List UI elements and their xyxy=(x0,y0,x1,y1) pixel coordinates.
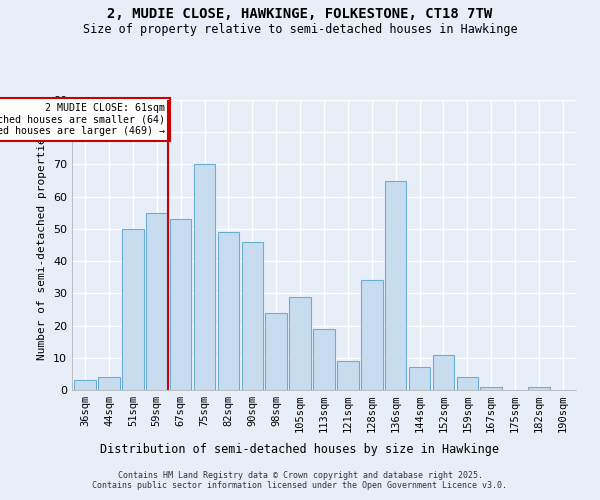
Bar xyxy=(74,380,96,390)
Bar xyxy=(122,229,143,390)
Text: Distribution of semi-detached houses by size in Hawkinge: Distribution of semi-detached houses by … xyxy=(101,442,499,456)
Bar xyxy=(528,387,550,390)
Text: 2, MUDIE CLOSE, HAWKINGE, FOLKESTONE, CT18 7TW: 2, MUDIE CLOSE, HAWKINGE, FOLKESTONE, CT… xyxy=(107,8,493,22)
Text: Size of property relative to semi-detached houses in Hawkinge: Size of property relative to semi-detach… xyxy=(83,22,517,36)
Bar xyxy=(265,312,287,390)
Bar xyxy=(313,329,335,390)
Bar xyxy=(361,280,383,390)
Bar xyxy=(170,219,191,390)
Bar xyxy=(337,361,359,390)
Bar xyxy=(289,296,311,390)
Text: Contains HM Land Registry data © Crown copyright and database right 2025.
Contai: Contains HM Land Registry data © Crown c… xyxy=(92,470,508,490)
Bar xyxy=(146,213,167,390)
Bar xyxy=(385,180,406,390)
Bar xyxy=(409,368,430,390)
Bar xyxy=(98,377,120,390)
Bar xyxy=(481,387,502,390)
Bar xyxy=(218,232,239,390)
Bar xyxy=(457,377,478,390)
Bar xyxy=(194,164,215,390)
Bar xyxy=(242,242,263,390)
Y-axis label: Number of semi-detached properties: Number of semi-detached properties xyxy=(37,130,47,360)
Text: 2 MUDIE CLOSE: 61sqm
← 12% of semi-detached houses are smaller (64)
88% of semi-: 2 MUDIE CLOSE: 61sqm ← 12% of semi-detac… xyxy=(0,103,165,136)
Bar xyxy=(433,354,454,390)
